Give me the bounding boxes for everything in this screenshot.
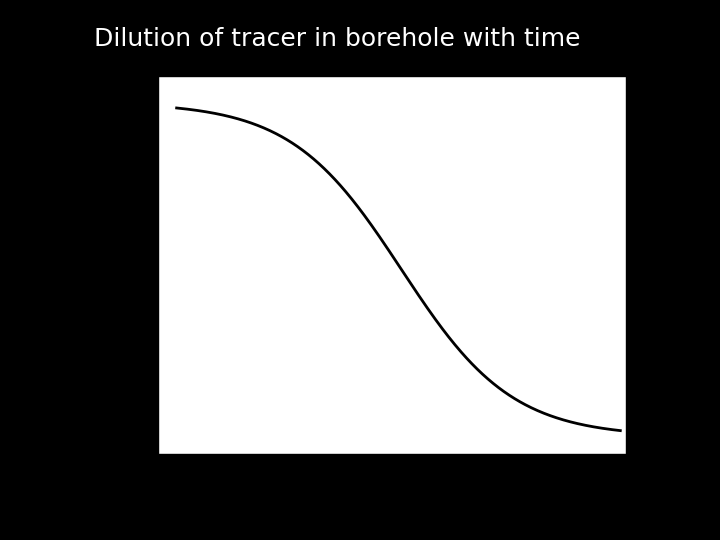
Y-axis label: CONCENTRATION: CONCENTRATION [102,221,112,308]
Text: Dilution of tracer in borehole with time: Dilution of tracer in borehole with time [94,27,580,51]
Text: TIME: TIME [392,504,423,517]
